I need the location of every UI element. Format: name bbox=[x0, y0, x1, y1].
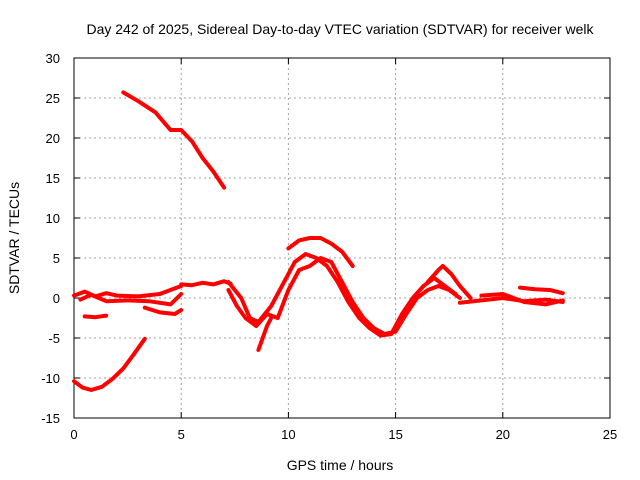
y-tick-label: -15 bbox=[41, 411, 60, 426]
series-arc-7 bbox=[179, 279, 233, 288]
x-tick-labels: 0 5 10 15 20 25 bbox=[70, 427, 617, 442]
series-arc-11 bbox=[286, 236, 355, 268]
y-tick-label: -5 bbox=[48, 331, 60, 346]
series-arc-12 bbox=[425, 264, 473, 300]
chart-title: Day 242 of 2025, Sidereal Day-to-day VTE… bbox=[86, 21, 594, 37]
y-tick-label: 0 bbox=[53, 291, 60, 306]
series-arc-2 bbox=[78, 292, 184, 307]
y-tick-label: -10 bbox=[41, 371, 60, 386]
grid-lines bbox=[74, 58, 610, 418]
series-arc-1 bbox=[72, 284, 184, 299]
x-tick-label: 15 bbox=[388, 427, 402, 442]
series-arc-3 bbox=[82, 313, 109, 320]
x-tick-label: 5 bbox=[178, 427, 185, 442]
x-tick-label: 10 bbox=[281, 427, 295, 442]
series-arc-6 bbox=[121, 90, 227, 190]
plot-frame bbox=[73, 57, 611, 419]
data-series bbox=[72, 90, 565, 392]
y-tick-label: 10 bbox=[46, 211, 60, 226]
axis-ticks bbox=[73, 57, 611, 419]
y-tick-labels: -15 -10 -5 0 5 10 15 20 25 30 bbox=[41, 51, 60, 426]
x-tick-label: 0 bbox=[70, 427, 77, 442]
series-arc-4 bbox=[142, 305, 184, 316]
y-tick-label: 25 bbox=[46, 91, 60, 106]
series-arc-10 bbox=[256, 316, 274, 352]
y-tick-label: 5 bbox=[53, 251, 60, 266]
series-arc-5 bbox=[72, 336, 147, 392]
y-axis-label: SDTVAR / TECUs bbox=[6, 182, 22, 294]
x-tick-label: 25 bbox=[603, 427, 617, 442]
y-tick-label: 30 bbox=[46, 51, 60, 66]
x-tick-label: 20 bbox=[496, 427, 510, 442]
y-tick-label: 15 bbox=[46, 171, 60, 186]
series-arc-9 bbox=[226, 252, 458, 338]
x-axis-label: GPS time / hours bbox=[287, 457, 394, 473]
series-arc-14 bbox=[479, 292, 565, 307]
y-tick-label: 20 bbox=[46, 131, 60, 146]
series-arc-15 bbox=[518, 285, 565, 296]
